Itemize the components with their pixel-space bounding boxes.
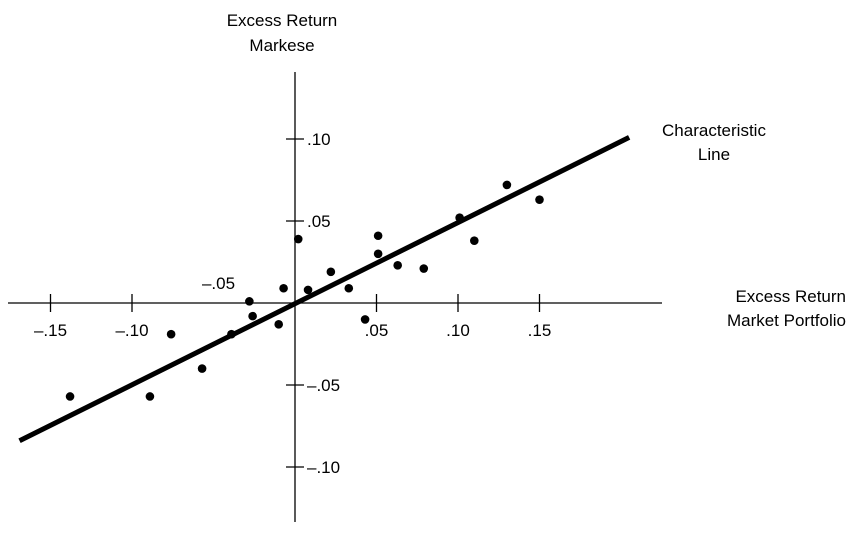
data-point: [279, 283, 288, 293]
data-point: [419, 264, 429, 273]
x-tick-label: .05: [365, 321, 389, 340]
line-label-line-1: Characteristic: [662, 121, 766, 140]
y-tick-label: –.05: [307, 376, 340, 395]
data-point: [344, 283, 354, 293]
data-point: [393, 260, 402, 270]
y-tick-label: –.10: [307, 458, 340, 477]
x-tick-label: –.10: [115, 321, 148, 340]
axes: [8, 72, 662, 522]
y-axis-label-line-2: Markese: [249, 36, 314, 55]
line-label-line-2: Line: [698, 145, 730, 164]
data-point: [293, 234, 303, 244]
data-point: [535, 195, 544, 204]
x-tick-label: .10: [446, 321, 470, 340]
y-tick-label: .05: [307, 212, 331, 231]
data-point: [373, 249, 383, 259]
data-point: [303, 285, 313, 295]
data-point: [373, 231, 383, 241]
x-extra-label: –.05: [202, 274, 235, 293]
x-tick-label: –.15: [34, 321, 67, 340]
data-point: [145, 392, 155, 401]
data-points: [65, 180, 544, 401]
characteristic-line: [18, 135, 631, 443]
ticks: [49, 138, 541, 468]
x-tick-label: .15: [528, 321, 552, 340]
data-point: [197, 364, 207, 373]
data-point: [248, 311, 257, 321]
data-point: [227, 329, 236, 339]
data-point: [470, 236, 479, 245]
data-point: [274, 320, 284, 329]
x-axis-label-line-1: Excess Return: [735, 287, 846, 306]
x-axis-label-line-2: Market Portfolio: [727, 311, 846, 330]
data-point: [326, 267, 336, 277]
data-point: [360, 315, 370, 324]
data-point: [65, 392, 75, 401]
data-point: [455, 213, 464, 223]
tick-labels: –.15 –.10 .05 .10 .15 –.05 .10 .05 –.05 –.10: [34, 130, 551, 477]
data-point: [166, 329, 176, 339]
data-point: [245, 297, 254, 306]
y-tick-label: .10: [307, 130, 331, 149]
y-axis-label-line-1: Excess Return: [227, 11, 338, 30]
data-point: [502, 180, 512, 190]
